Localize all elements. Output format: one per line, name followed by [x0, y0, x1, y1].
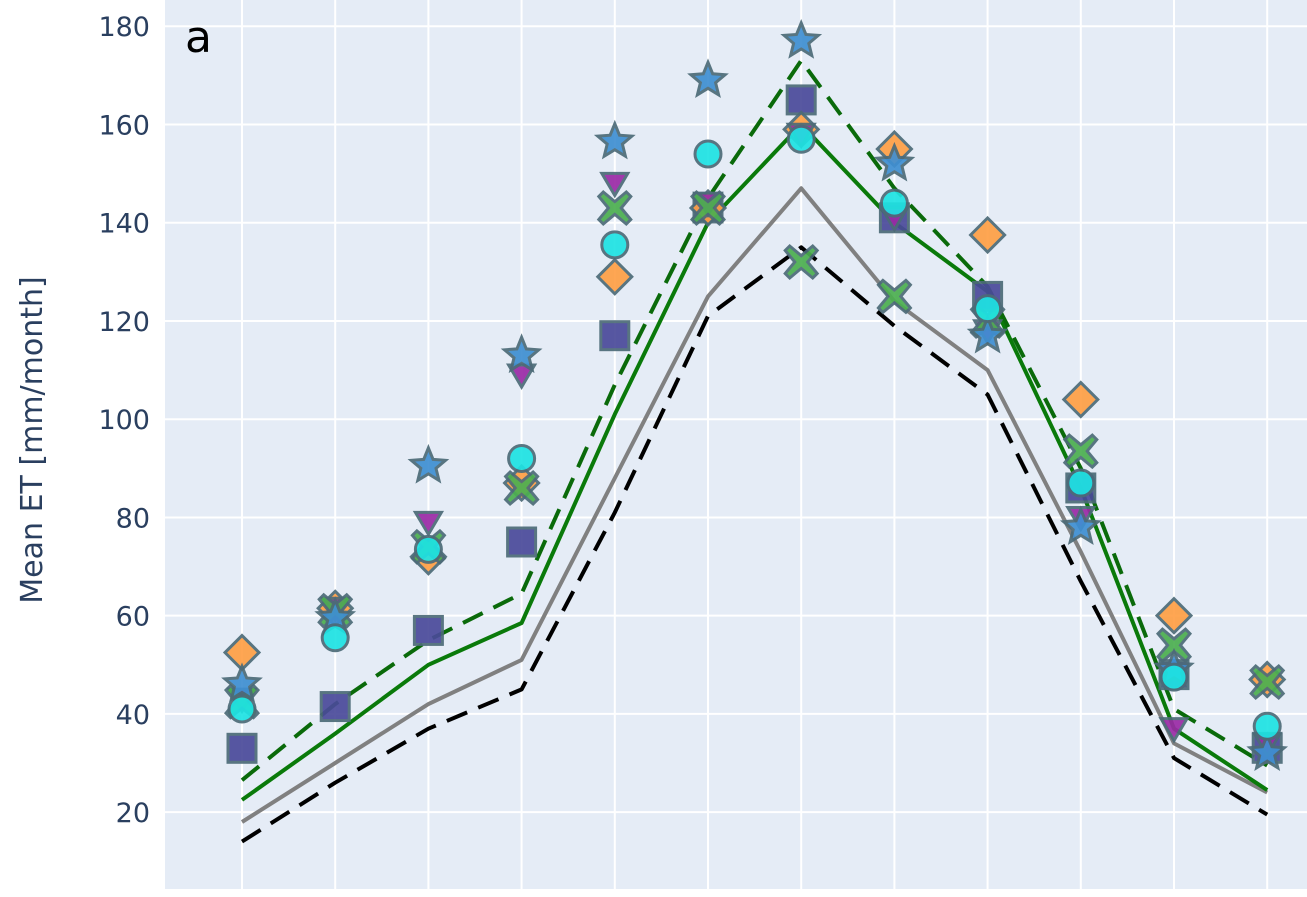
- marker-diamond: [595, 257, 634, 296]
- marker-circle: [507, 443, 537, 473]
- marker-x: [689, 189, 727, 227]
- series-line-2: [240, 122, 1269, 802]
- panel-label: a: [185, 12, 212, 63]
- marker-triangle-down: [1158, 717, 1190, 744]
- marker-star: [873, 141, 916, 182]
- marker-circle: [1159, 662, 1189, 692]
- marker-star: [1246, 731, 1289, 772]
- marker-diamond: [1154, 596, 1194, 635]
- marker-x: [876, 278, 913, 315]
- marker-circle: [879, 188, 909, 218]
- y-tick-label: 60: [116, 602, 150, 633]
- marker-star: [500, 333, 543, 374]
- series-lines: [240, 58, 1269, 844]
- y-tick-label: 40: [116, 700, 150, 731]
- marker-circle: [600, 230, 630, 260]
- y-tick-labels: 20 40 60 80 100 120 140 160 180: [98, 12, 150, 829]
- marker-triangle-down: [412, 510, 445, 538]
- marker-diamond: [968, 215, 1007, 255]
- marker-diamond: [1061, 380, 1100, 419]
- marker-square: [319, 691, 351, 723]
- y-tick-label: 80: [116, 503, 150, 534]
- marker-circle: [786, 124, 816, 154]
- marker-circle: [693, 139, 723, 169]
- marker-star: [221, 662, 263, 703]
- marker-x: [1249, 663, 1286, 701]
- marker-star: [966, 313, 1009, 354]
- series-line-4: [240, 245, 1269, 844]
- marker-circle: [320, 623, 350, 653]
- series-line-3: [240, 58, 1269, 782]
- marker-star: [1059, 505, 1102, 545]
- marker-square: [412, 614, 444, 646]
- marker-x: [1062, 433, 1099, 470]
- marker-x: [783, 243, 820, 281]
- marker-star: [780, 19, 823, 59]
- marker-x: [503, 469, 540, 507]
- marker-star: [687, 58, 729, 98]
- y-tick-label: 140: [98, 209, 150, 240]
- marker-star: [407, 443, 450, 484]
- marker-square: [785, 84, 817, 116]
- marker-square: [599, 320, 631, 352]
- plot-background: [165, 0, 1307, 889]
- marker-circle: [1066, 468, 1096, 498]
- series-line-1: [240, 186, 1269, 824]
- marker-square: [226, 732, 258, 764]
- marker-circle: [413, 534, 443, 564]
- series-markers: [221, 19, 1289, 772]
- marker-circle: [973, 294, 1003, 324]
- y-tick-label: 120: [98, 307, 150, 338]
- marker-x: [596, 189, 633, 227]
- y-tick-label: 160: [98, 110, 150, 141]
- marker-square: [506, 526, 538, 558]
- marker-triangle-down: [599, 171, 631, 199]
- y-axis-title: Mean ET [mm/month]: [15, 276, 50, 603]
- marker-circle: [227, 694, 257, 724]
- y-tick-label: 100: [98, 405, 150, 436]
- y-tick-label: 180: [98, 12, 150, 43]
- marker-circle: [1252, 711, 1282, 741]
- marker-star: [593, 119, 636, 160]
- y-tick-label: 20: [116, 798, 150, 829]
